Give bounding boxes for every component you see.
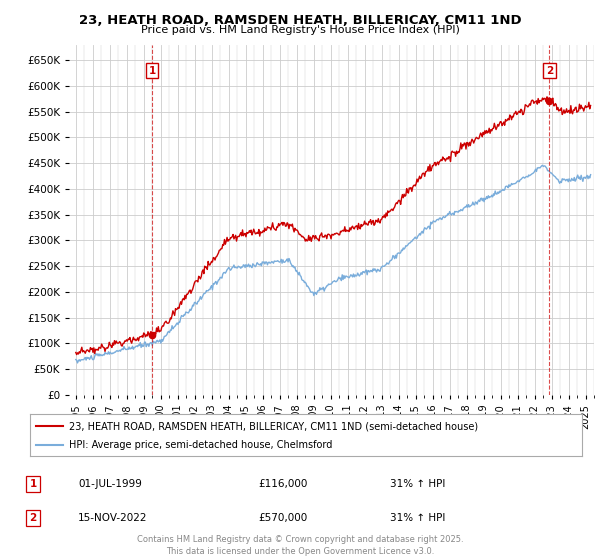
Text: Contains HM Land Registry data © Crown copyright and database right 2025.
This d: Contains HM Land Registry data © Crown c…	[137, 535, 463, 556]
Text: 31% ↑ HPI: 31% ↑ HPI	[390, 513, 445, 523]
Text: 23, HEATH ROAD, RAMSDEN HEATH, BILLERICAY, CM11 1ND (semi-detached house): 23, HEATH ROAD, RAMSDEN HEATH, BILLERICA…	[68, 421, 478, 431]
Text: 2: 2	[546, 66, 553, 76]
Text: 1: 1	[29, 479, 37, 489]
Text: 01-JUL-1999: 01-JUL-1999	[78, 479, 142, 489]
Text: 23, HEATH ROAD, RAMSDEN HEATH, BILLERICAY, CM11 1ND: 23, HEATH ROAD, RAMSDEN HEATH, BILLERICA…	[79, 14, 521, 27]
Text: 15-NOV-2022: 15-NOV-2022	[78, 513, 148, 523]
Text: HPI: Average price, semi-detached house, Chelmsford: HPI: Average price, semi-detached house,…	[68, 440, 332, 450]
Text: 1: 1	[149, 66, 156, 76]
Text: 31% ↑ HPI: 31% ↑ HPI	[390, 479, 445, 489]
Text: 2: 2	[29, 513, 37, 523]
Text: Price paid vs. HM Land Registry's House Price Index (HPI): Price paid vs. HM Land Registry's House …	[140, 25, 460, 35]
Text: £570,000: £570,000	[258, 513, 307, 523]
Text: £116,000: £116,000	[258, 479, 307, 489]
